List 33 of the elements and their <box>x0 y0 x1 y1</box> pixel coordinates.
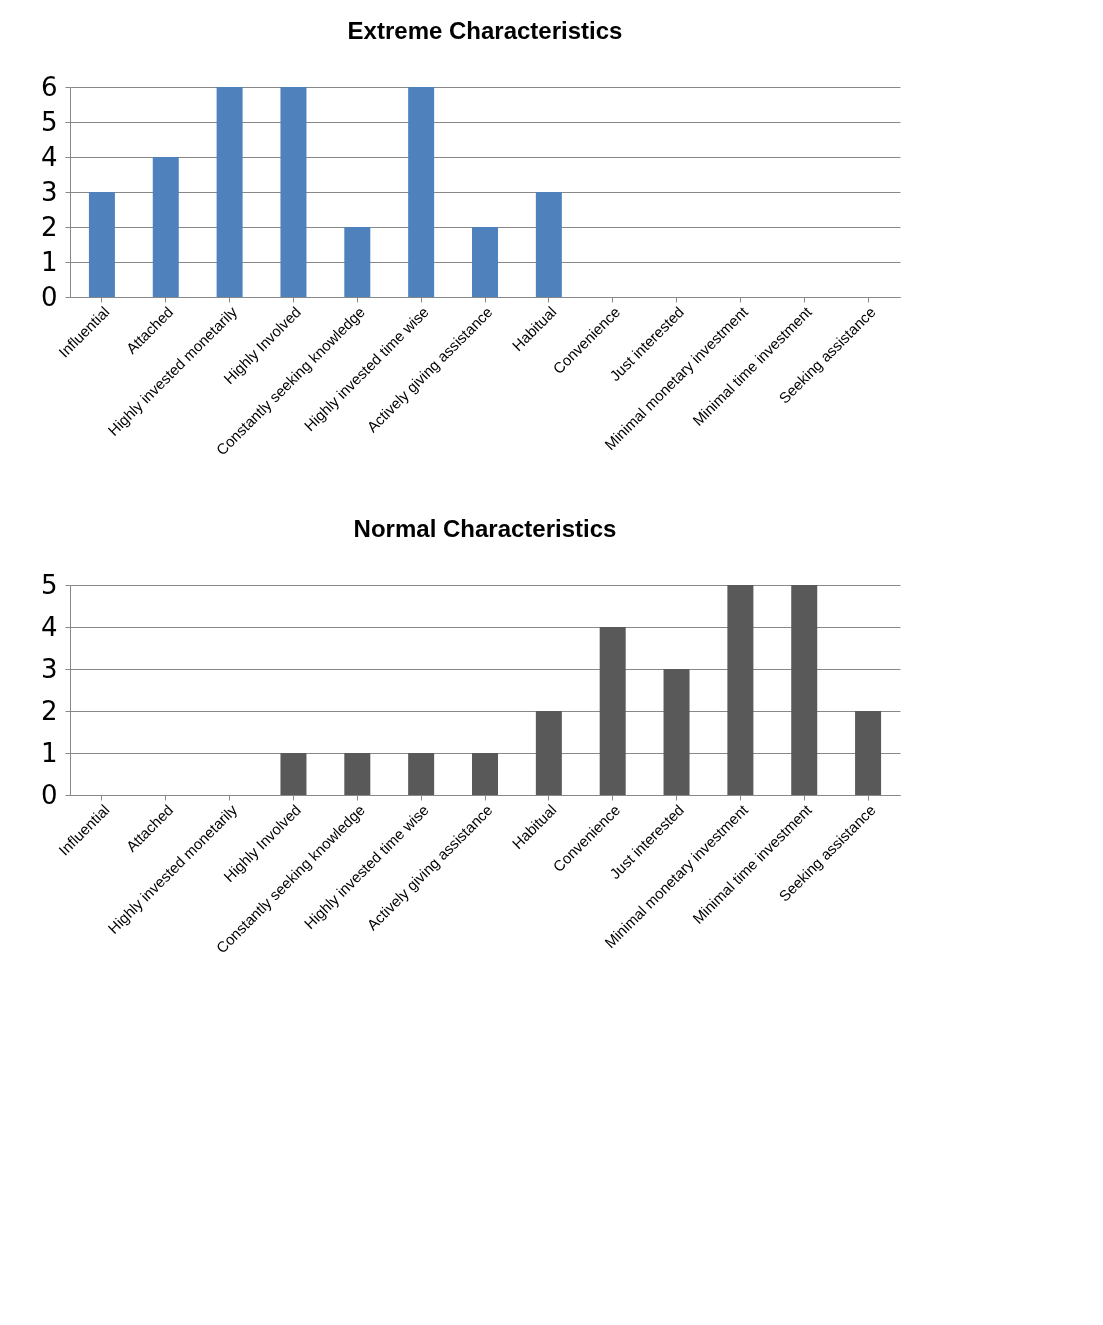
bar <box>216 87 243 297</box>
bar <box>472 753 498 795</box>
bar <box>280 753 307 795</box>
bar <box>727 585 754 795</box>
bar <box>408 753 435 795</box>
chart-title: Normal Characteristics <box>353 515 617 542</box>
bar <box>472 227 498 297</box>
chart-title: Extreme Characteristics <box>347 17 623 44</box>
y-tick-label: 2 <box>40 695 58 726</box>
y-tick-label: 6 <box>40 71 58 102</box>
bar <box>280 87 307 297</box>
y-tick-label: 5 <box>40 569 58 600</box>
bar <box>344 227 371 297</box>
y-tick-label: 2 <box>40 211 58 242</box>
bar <box>344 753 371 795</box>
bar <box>88 192 115 297</box>
bar <box>855 711 882 795</box>
y-tick-label: 4 <box>40 611 58 642</box>
y-tick-label: 5 <box>40 106 58 137</box>
bar <box>599 627 626 795</box>
y-tick-label: 3 <box>40 176 58 207</box>
y-tick-label: 3 <box>40 653 58 684</box>
y-tick-label: 4 <box>40 141 58 172</box>
y-tick-label: 1 <box>40 246 58 277</box>
y-tick-label: 1 <box>40 737 58 768</box>
bar <box>663 669 690 795</box>
bar <box>535 192 562 297</box>
y-tick-label: 0 <box>40 779 58 810</box>
y-tick-label: 0 <box>40 281 58 312</box>
bar <box>408 87 435 297</box>
bar <box>791 585 818 795</box>
bar <box>152 157 179 297</box>
bar <box>535 711 562 795</box>
